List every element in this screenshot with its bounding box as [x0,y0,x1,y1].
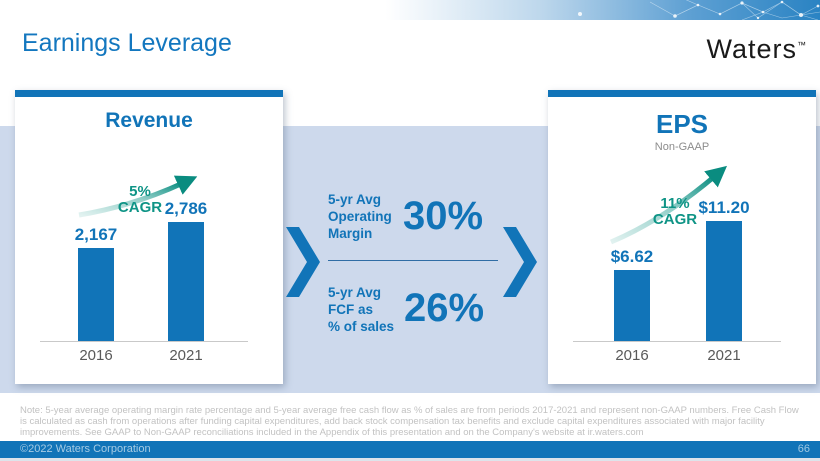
operating-margin-value: 30% [403,194,484,238]
bottom-strip [0,458,820,461]
eps-card: EPS Non-GAAP 11% CAGR $6.62 $ [548,90,816,384]
cagr-percent: 11% [660,195,690,212]
operating-margin-label: 5-yr Avg Operating Margin [328,192,392,241]
trademark-symbol: ™ [797,40,806,50]
logo-text: Waters [706,34,797,64]
bar-group-2021: $11.20 [684,198,764,341]
x-tick-2016: 2016 [615,347,649,364]
eps-chart-subtitle: Non-GAAP [654,141,710,153]
cagr-caption: CAGR [652,211,698,228]
page-title: Earnings Leverage [22,29,232,57]
card-accent-bar [15,90,283,97]
eps-cagr: 11% CAGR [640,196,710,228]
eps-chart-title: EPS [655,109,709,139]
bar-group-2016: $6.62 [592,247,672,341]
chevron-right-icon [503,227,537,297]
fcf-value: 26% [404,286,485,330]
chevron-right-icon [286,227,320,297]
revenue-cagr: 5% CAGR [105,184,175,216]
x-tick-2016: 2016 [79,347,113,364]
cagr-caption: CAGR [117,199,163,216]
bar-value-label: $6.62 [610,247,654,266]
page-number: 66 [797,443,810,455]
revenue-card: Revenue 5% CAGR 2,167 2,786 [15,90,283,384]
waters-logo: Waters™ [706,34,806,65]
bar-2016 [614,270,650,341]
x-tick-2021: 2021 [707,347,741,364]
card-accent-bar [548,90,816,97]
copyright-text: ©2022 Waters Corporation [20,443,151,455]
bar-2021 [706,221,742,341]
x-axis-line [573,341,781,342]
bar-group-2021: 2,786 [146,199,226,341]
footnote: Note: 5-year average operating margin ra… [20,405,799,438]
growth-arrow-icon [610,165,728,245]
x-axis-line [40,341,248,342]
network-pattern-icon [578,0,820,20]
growth-arrow-icon [78,175,198,218]
bar-2021 [168,222,204,341]
footer-bar: ©2022 Waters Corporation 66 [0,441,820,458]
top-gradient-bar [0,0,820,20]
metrics-divider [328,260,498,261]
bar-value-label: $11.20 [698,198,750,217]
fcf-label: 5-yr Avg FCF as % of sales [328,285,395,334]
bar-2016 [78,248,114,341]
bar-value-label: 2,167 [74,225,118,244]
cagr-percent: 5% [129,183,151,200]
revenue-chart-title: Revenue [105,109,193,132]
bar-value-label: 2,786 [164,199,208,218]
bar-group-2016: 2,167 [56,225,136,341]
x-tick-2021: 2021 [169,347,203,364]
